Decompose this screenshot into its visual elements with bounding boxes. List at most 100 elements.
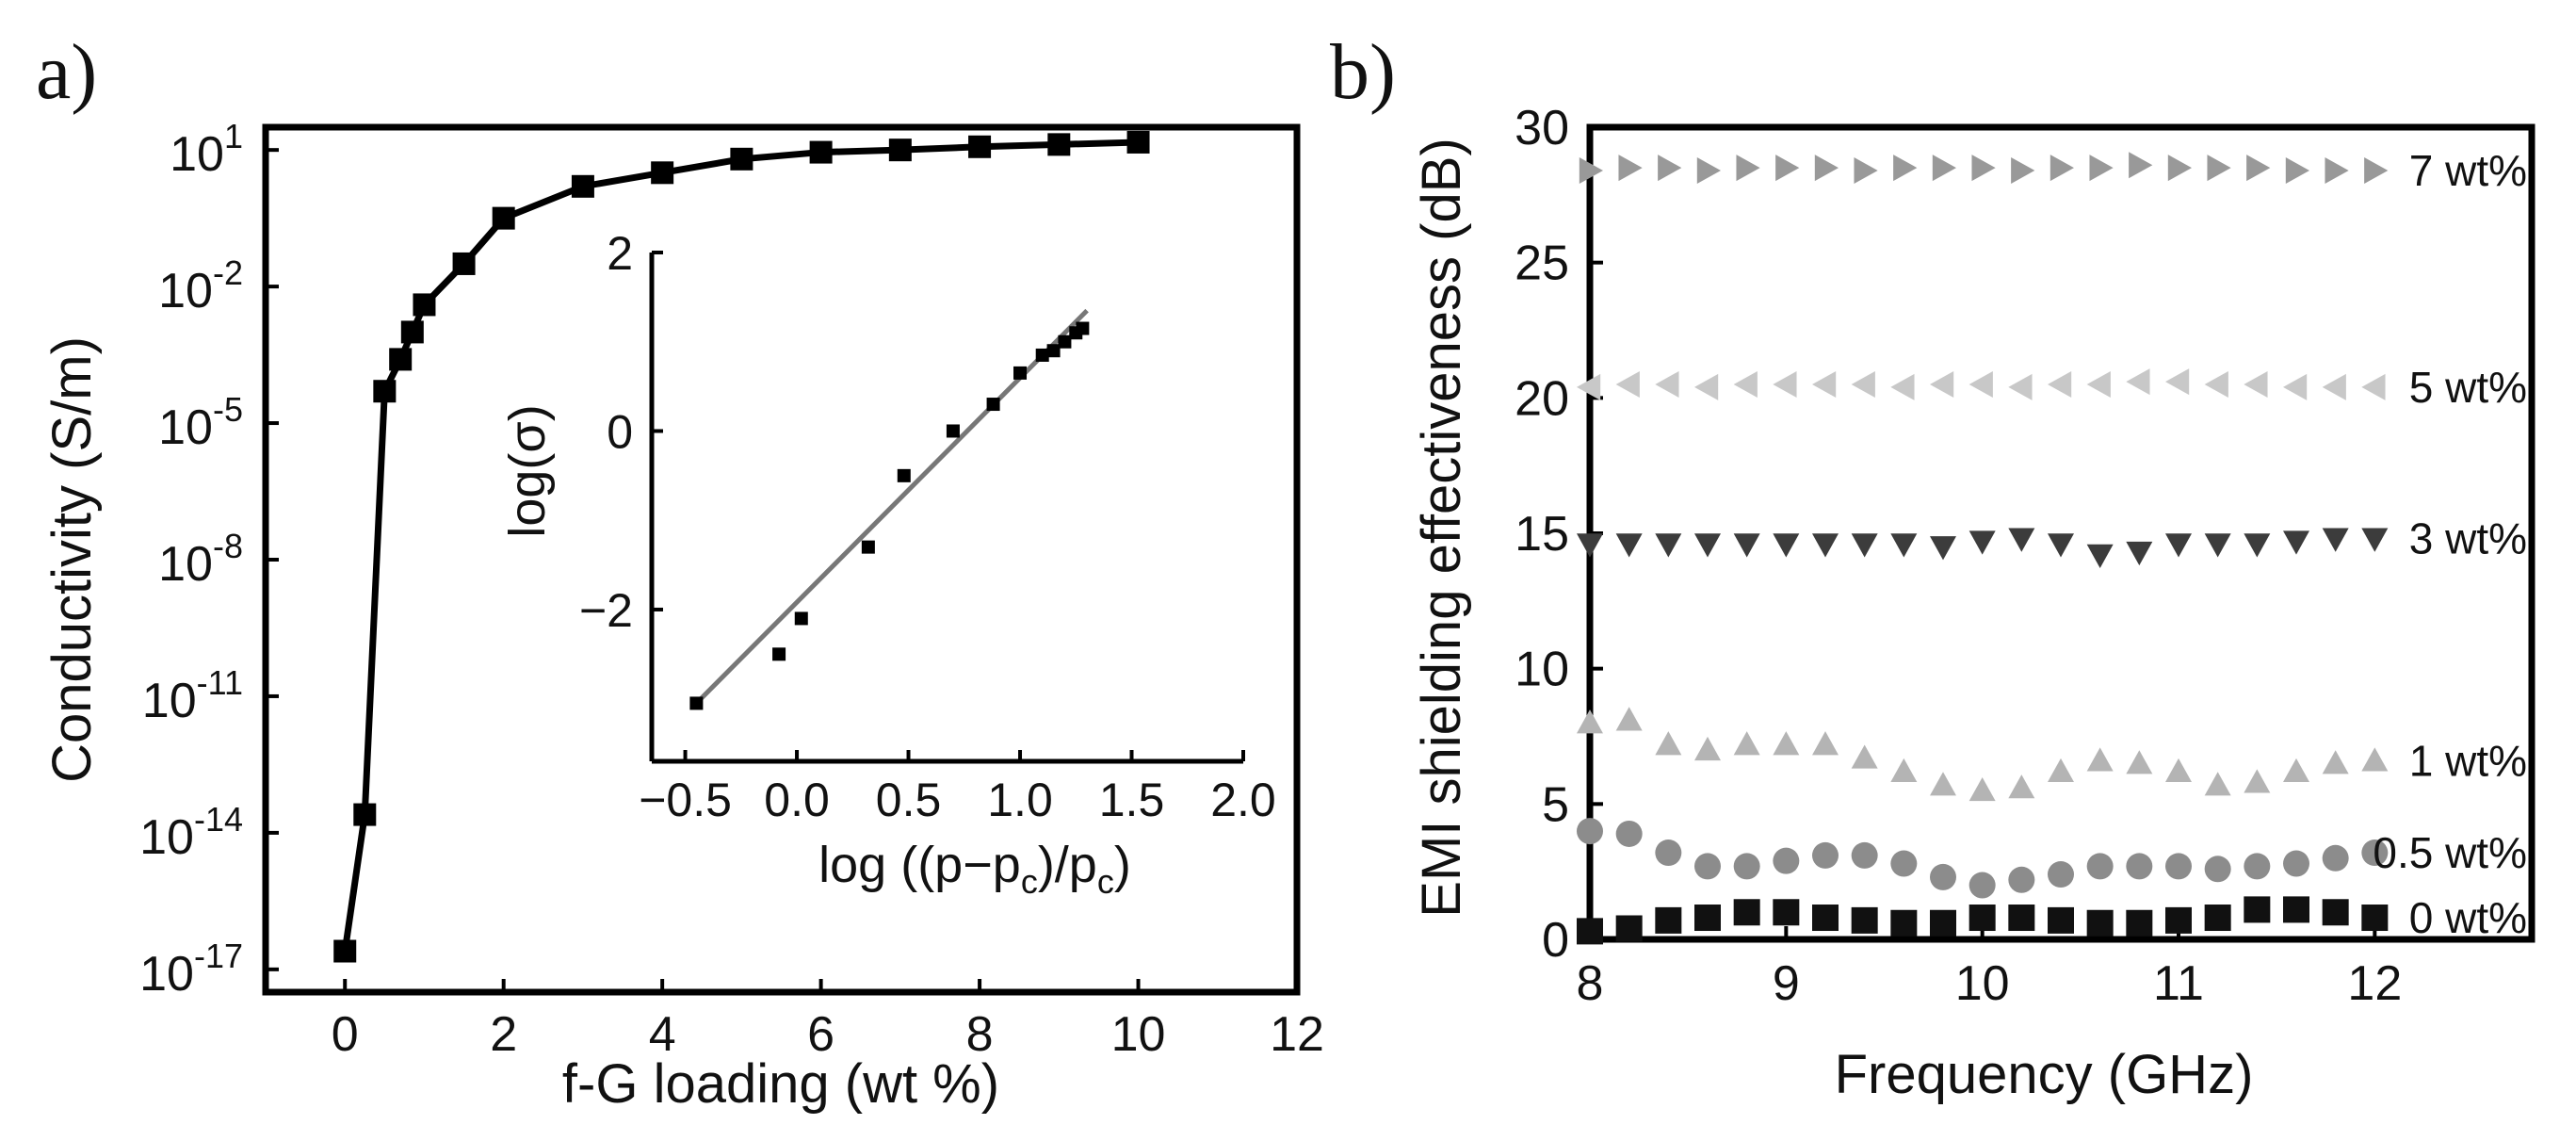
x-tick-label: 10 <box>1955 956 2010 1011</box>
series-7-wt- <box>1579 152 2389 184</box>
data-point <box>2361 747 2389 772</box>
inset-data-point <box>897 468 911 482</box>
data-point <box>1733 899 1760 926</box>
data-point <box>2165 853 2192 880</box>
data-point <box>2283 850 2309 877</box>
y-tick-label: 10-2 <box>158 253 243 318</box>
data-point <box>2086 747 2114 772</box>
inset-data-point <box>772 647 786 661</box>
series-label: 0.5 wt% <box>2373 828 2527 877</box>
data-point <box>413 293 436 317</box>
inset-x-tick-label: 1.0 <box>987 774 1053 826</box>
inset-x-axis-title: log ((p−pc)/pc) <box>818 837 1131 901</box>
data-point <box>1615 820 1643 847</box>
data-point <box>2244 896 2271 923</box>
y-tick-label: 10-11 <box>142 663 243 728</box>
data-point <box>2244 370 2268 398</box>
data-point <box>1968 872 1996 899</box>
series-label: 5 wt% <box>2409 363 2527 412</box>
x-tick-label: 12 <box>2347 956 2402 1011</box>
data-point <box>1812 905 1839 932</box>
data-point <box>2008 905 2035 932</box>
data-point <box>2244 769 2271 793</box>
data-point <box>571 174 594 198</box>
y-tick-base: 10 <box>158 400 213 455</box>
series-label: 1 wt% <box>2409 736 2527 785</box>
data-point <box>2322 844 2349 872</box>
inset-x-ticks: −0.5 0.0 0.5 1.0 1.5 2.0 <box>639 750 1276 826</box>
data-point <box>1893 155 1918 182</box>
data-point <box>2049 155 2074 182</box>
data-point <box>1932 155 1956 182</box>
data-point <box>2204 772 2231 796</box>
data-point <box>1618 155 1643 182</box>
y-tick-exponent: -8 <box>213 527 243 565</box>
inset-x-title-sub2: c <box>1097 862 1114 901</box>
data-point <box>1968 370 1993 398</box>
data-point <box>2361 528 2389 552</box>
data-point <box>1773 731 1800 756</box>
panel-a-x-ticks: 0 2 4 6 8 10 12 <box>332 979 1324 1062</box>
panel-b-x-ticks: 8 9 10 11 12 <box>1577 926 2402 1011</box>
data-point <box>2086 370 2111 398</box>
data-point <box>2361 839 2389 867</box>
data-point <box>1812 731 1839 756</box>
panel-b-series-labels: 7 wt% 5 wt% 3 wt% 1 wt% 0.5 wt% 0 wt% <box>2373 146 2527 942</box>
data-point <box>1851 841 1878 869</box>
data-point <box>1968 905 1996 932</box>
data-point <box>2204 370 2228 398</box>
data-point <box>492 206 515 230</box>
data-point <box>1814 155 1839 182</box>
panel-b-emi-shielding-chart: b) 8 9 10 11 12 0 5 10 15 20 25 30 7 wt% 5 wt% 3 wt%… <box>1330 28 2535 1105</box>
data-point <box>2364 156 2389 184</box>
y-tick-base: 10 <box>158 537 213 592</box>
data-point <box>1773 370 1797 398</box>
panel-b-series <box>1577 152 2389 945</box>
data-point <box>2361 373 2386 400</box>
y-tick-label: 10-14 <box>139 800 243 865</box>
data-point <box>1694 853 1721 880</box>
data-point <box>1615 370 1640 398</box>
series-label: 7 wt% <box>2409 146 2527 195</box>
data-point <box>2322 373 2346 400</box>
y-tick-base: 10 <box>158 264 213 318</box>
x-tick-label: 11 <box>2153 956 2204 1011</box>
inset-x-title-sub: c <box>1021 862 1038 901</box>
inset-x-title-mid: )/p <box>1038 837 1097 893</box>
y-tick-label: 5 <box>1542 777 1569 832</box>
series-3-wt- <box>1577 528 2389 568</box>
data-point <box>1773 847 1800 874</box>
data-point <box>2204 856 2231 883</box>
data-point <box>452 252 476 275</box>
y-tick-exponent: -2 <box>213 253 243 292</box>
data-point <box>1930 863 1956 890</box>
panel-b-x-axis-title: Frequency (GHz) <box>1835 1044 2254 1105</box>
data-point <box>2204 533 2231 558</box>
y-tick-base: 10 <box>139 810 194 865</box>
data-point <box>2244 853 2271 880</box>
data-point <box>1655 906 1682 934</box>
y-tick-base: 10 <box>139 947 194 1002</box>
data-point <box>1655 839 1682 867</box>
data-point <box>1733 731 1760 756</box>
data-point <box>1577 709 1603 734</box>
data-point <box>2165 906 2192 934</box>
data-point <box>1812 533 1839 558</box>
series-label: 3 wt% <box>2409 514 2527 563</box>
data-point <box>1890 758 1918 783</box>
data-point <box>353 803 377 826</box>
y-tick-base: 10 <box>170 127 224 182</box>
y-tick-base: 10 <box>142 674 197 728</box>
data-point <box>2089 155 2114 182</box>
data-point <box>2167 155 2192 182</box>
data-point <box>1773 899 1800 926</box>
data-point <box>2126 541 2153 566</box>
data-point <box>1930 370 1954 398</box>
inset-y-axis-title: log(σ) <box>499 404 556 537</box>
data-point <box>1577 533 1603 558</box>
data-point <box>1126 130 1150 154</box>
panel-a-inset-chart: −0.5 0.0 0.5 1.0 1.5 2.0 20−2 log(σ) log ((p−… <box>499 227 1276 901</box>
data-point <box>2322 750 2349 774</box>
inset-x-tick-label: 1.5 <box>1099 774 1165 826</box>
inset-x-tick-label: −0.5 <box>639 774 732 826</box>
